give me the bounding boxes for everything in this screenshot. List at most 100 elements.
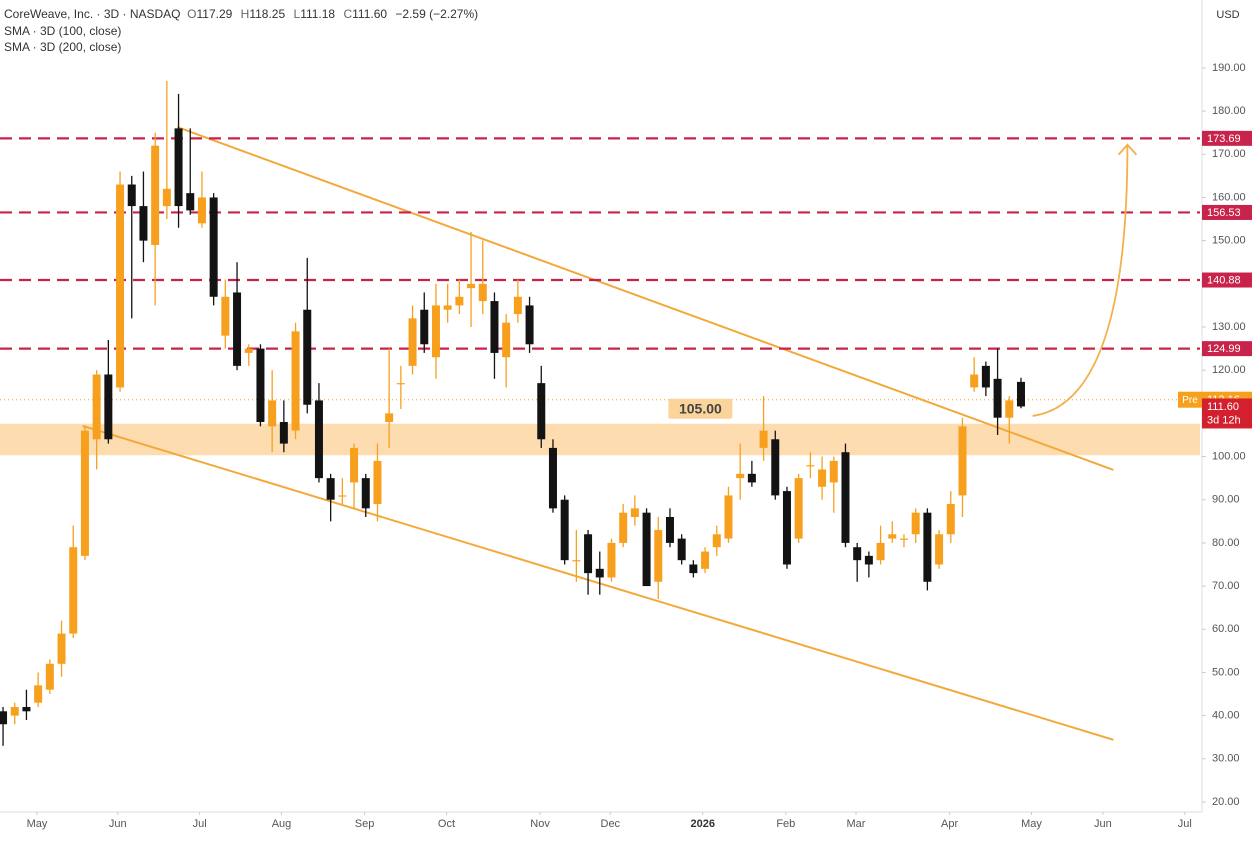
last-price-label: 111.60 [1207,401,1239,413]
candle-body [373,460,382,505]
support-zone [0,423,1200,456]
candle-body [572,560,581,562]
candle-body [677,538,686,561]
last-price-box [1202,398,1252,429]
ohlc-key: C [343,7,353,21]
candle-body [853,547,862,561]
candle-body [724,495,733,539]
candle-body [256,348,265,422]
candle-body [455,296,464,306]
y-tick-label: 160.00 [1212,191,1246,203]
y-axis-unit: USD [1216,9,1239,21]
candle-body [712,534,721,548]
y-tick-label: 70.00 [1212,580,1240,592]
x-tick-label: Jun [1094,818,1112,830]
candle-body [431,305,440,358]
candle-body [584,534,593,574]
indicator: SMA · 3D (100, close) [4,23,122,38]
y-tick-label: 120.00 [1212,364,1246,376]
x-tick-label: Aug [272,818,292,830]
candle-body [45,663,54,690]
candle-body [478,283,487,302]
candle-body [642,512,651,587]
x-tick-label: Apr [941,818,958,830]
candle-body [818,469,827,487]
candle-body [197,197,206,224]
candle-body [701,551,710,569]
y-tick-label: 150.00 [1212,235,1246,247]
candle-body [970,374,979,388]
x-tick-label: Jun [109,818,127,830]
candle-body [782,491,791,565]
candle-body [829,460,838,483]
ohlc-value: 118.25 [249,7,286,21]
candle-body [127,184,136,207]
candle-body [80,430,89,556]
y-tick-label: 60.00 [1212,623,1240,635]
candle-body [151,145,160,245]
pre-label-box [1178,391,1202,408]
candle-body [513,296,522,315]
y-tick-label: 30.00 [1212,753,1240,765]
y-tick-label: 130.00 [1212,321,1246,333]
candle-body [139,206,148,241]
candle-body [303,309,312,405]
candle-body [116,184,125,388]
candle-body [1005,400,1014,418]
x-tick-label: May [27,818,48,830]
level-label: 140.88 [1207,274,1241,286]
level-label: 156.53 [1207,207,1241,219]
candle-body [923,512,932,582]
candle-body [1016,381,1025,407]
candle-body [654,529,663,582]
candle-body [759,430,768,448]
candle-body [958,426,967,496]
x-tick-label: Mar [847,818,866,830]
ohlc-value: 111.60 [352,7,388,21]
candle-body [911,512,920,535]
y-tick-label: 170.00 [1212,148,1246,160]
candle-body [10,706,19,716]
level-label-box [1202,204,1252,220]
candle-body [396,383,405,385]
candle-body [864,555,873,565]
x-tick-label: Nov [530,818,550,830]
candle-body [221,296,230,336]
level-label: 173.69 [1207,133,1241,145]
level-label: 124.99 [1207,343,1241,355]
trendline [82,424,1114,741]
x-tick-label: Sep [355,818,375,830]
ohlc-key: H [240,7,250,21]
candle-body [619,512,628,543]
candle-body [34,685,43,703]
candle-body [876,542,885,561]
level-label-box [1202,272,1252,288]
candle-body [467,283,476,289]
candle-body [630,508,639,517]
y-tick-label: 100.00 [1212,450,1246,462]
indicator: SMA · 3D (200, close) [4,40,122,54]
candle-body [408,318,417,366]
candle-body [57,633,66,664]
candle-body [279,421,288,444]
pre-label: Pre [1182,395,1198,406]
symbol-title: CoreWeave, Inc. · 3D · NASDAQ [4,7,181,21]
candle-body [338,495,347,497]
candle-body [689,564,698,574]
countdown: 3d 12h [1207,414,1241,426]
candle-body [92,374,101,440]
x-tick-label: Jul [1178,818,1192,830]
x-tick-label: Jul [193,818,207,830]
y-tick-label: 50.00 [1212,666,1240,678]
candle-body [560,499,569,561]
legend-row: CoreWeave, Inc. · 3D · NASDAQ O117.29 H1… [4,6,483,23]
candle-body [806,465,815,467]
x-tick-label: Dec [601,818,621,830]
candle-body [209,197,218,297]
arrow-head [1117,143,1138,156]
level-label-box [1202,341,1252,357]
candle-body [490,301,499,353]
candle-body [935,534,944,565]
